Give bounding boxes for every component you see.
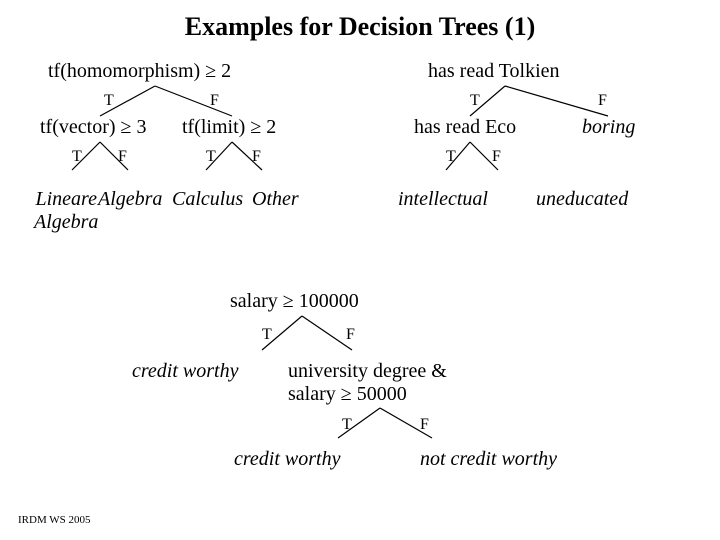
edge-label-t: T [446, 148, 456, 166]
edge-label-t: T [104, 92, 114, 110]
footer-text: IRDM WS 2005 [18, 514, 91, 526]
edge-label-f: F [598, 92, 607, 110]
tree-node: tf(vector) ≥ 3 [40, 116, 146, 139]
tree-leaf: intellectual [398, 188, 488, 211]
edge-label-t: T [470, 92, 480, 110]
page-title: Examples for Decision Trees (1) [0, 12, 720, 42]
tree-leaf: Algebra [98, 188, 162, 211]
tree-leaf: Other [252, 188, 299, 211]
edge-label-t: T [262, 326, 272, 344]
tree-leaf: Calculus [172, 188, 243, 211]
tree-leaf: boring [582, 116, 635, 139]
tree-leaf: uneducated [536, 188, 628, 211]
tree-leaf: not credit worthy [420, 448, 557, 471]
edge-label-t: T [342, 416, 352, 434]
tree-node: tf(limit) ≥ 2 [182, 116, 276, 139]
tree-leaf: credit worthy [234, 448, 340, 471]
tree-leaf: credit worthy [132, 360, 238, 383]
edge-label-t: T [72, 148, 82, 166]
tree-leaf: LineareAlgebra [34, 188, 98, 234]
edge-label-f: F [118, 148, 127, 166]
edge-label-t: T [206, 148, 216, 166]
edge-label-f: F [492, 148, 501, 166]
edge-label-f: F [252, 148, 261, 166]
edge-label-f: F [420, 416, 429, 434]
tree-node: university degree &salary ≥ 50000 [288, 360, 447, 406]
edge-label-f: F [210, 92, 219, 110]
tree-root: has read Tolkien [428, 60, 560, 83]
tree-root: salary ≥ 100000 [230, 290, 359, 313]
tree-node: has read Eco [414, 116, 516, 139]
edge-label-f: F [346, 326, 355, 344]
tree-root: tf(homomorphism) ≥ 2 [48, 60, 231, 83]
